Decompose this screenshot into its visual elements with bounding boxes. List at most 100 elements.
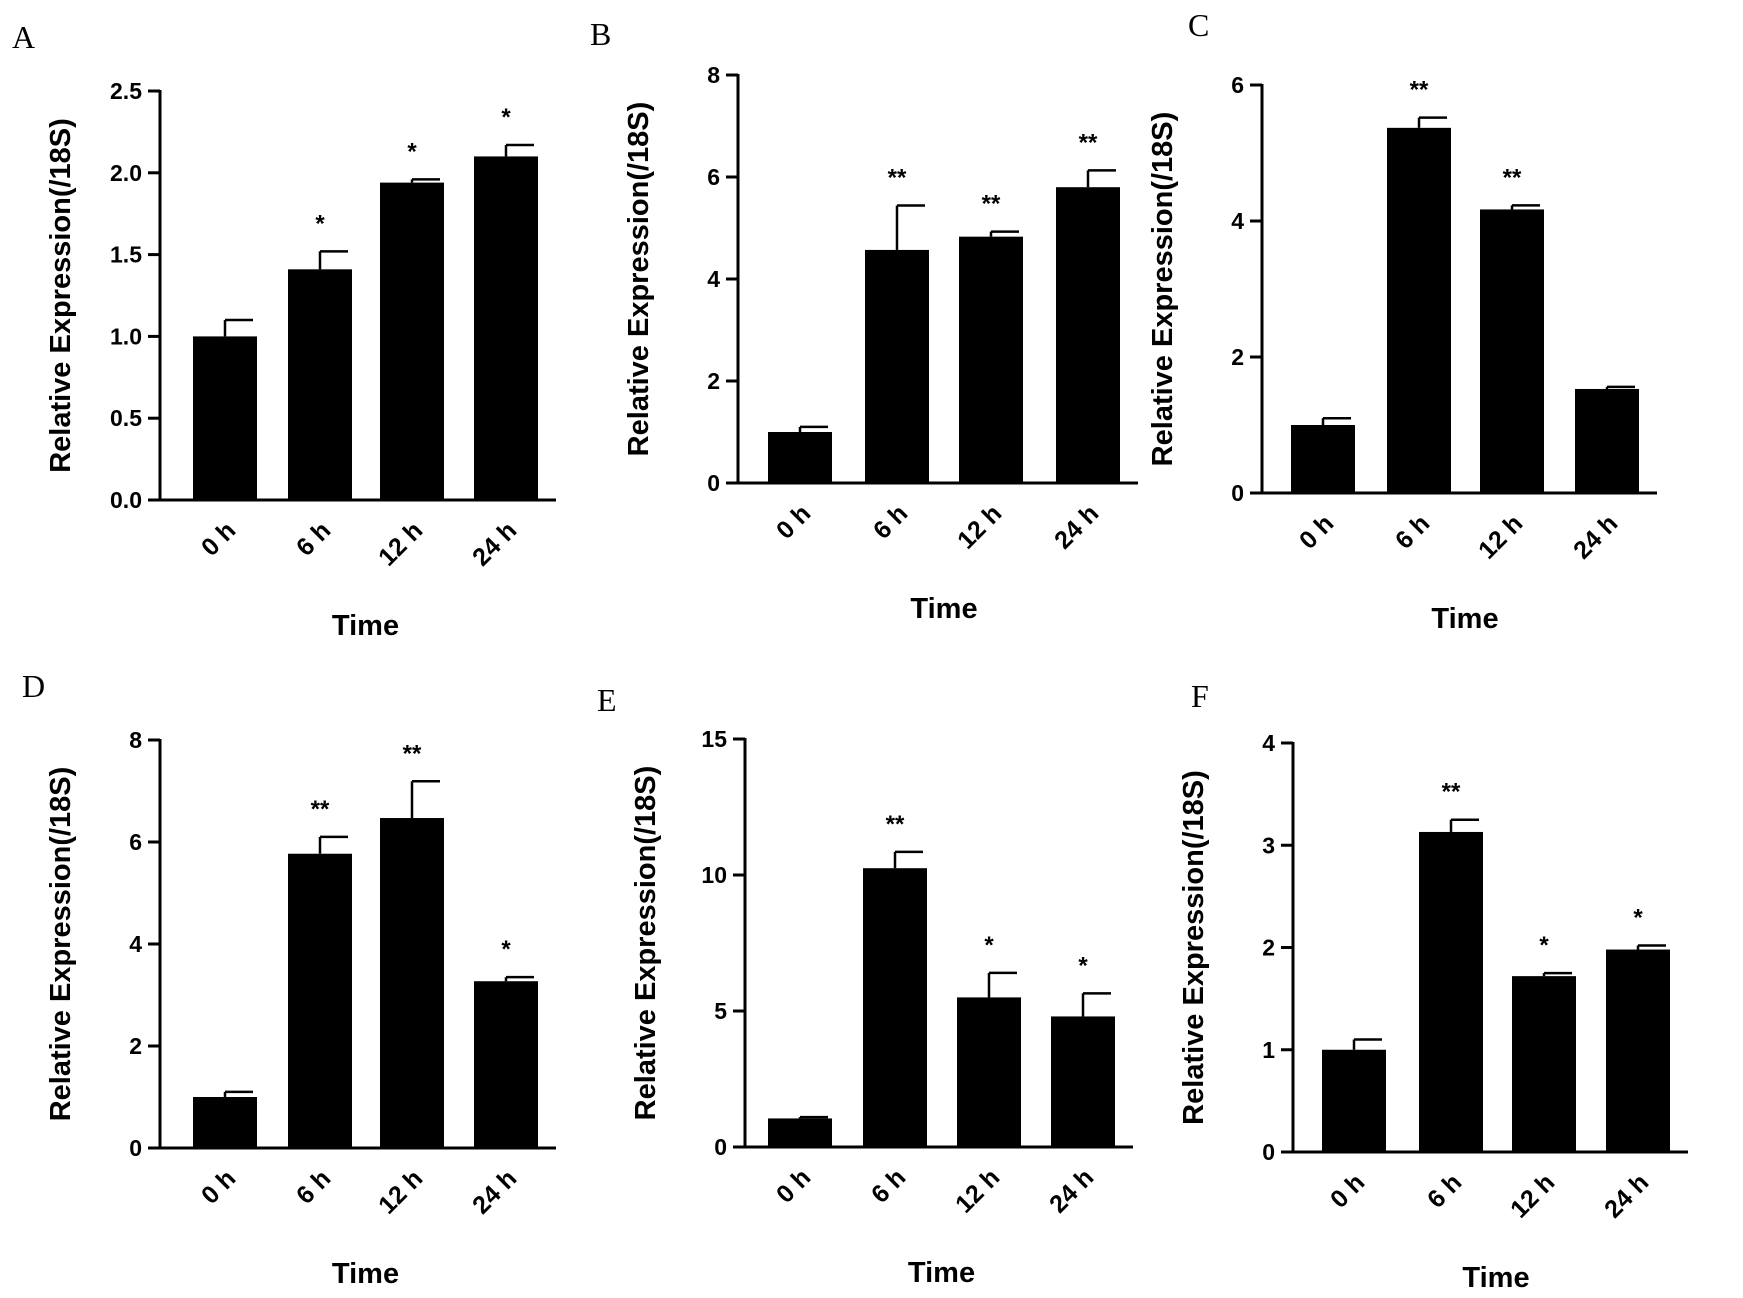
x-axis-label: Time — [332, 1258, 399, 1290]
chart-panel-f: F 0 h ** 6 h * 12 h * 24 h 0 1 2 3 4 Relative Express… — [1178, 678, 1688, 1294]
panel-letter: A — [12, 19, 35, 55]
x-axis-label: Time — [1462, 1262, 1529, 1294]
x-tick-label: 12 h — [952, 499, 1007, 554]
x-tick-label: 12 h — [373, 516, 428, 571]
x-tick-label: 0 h — [1325, 1168, 1370, 1213]
x-tick-label: 24 h — [467, 516, 522, 571]
y-tick-label: 0 — [1262, 1139, 1275, 1165]
y-tick-label: 0.0 — [110, 487, 142, 513]
significance-mark: * — [1633, 904, 1643, 931]
chart-panel-b: B 0 h ** 6 h ** 12 h ** 24 h 0 2 4 6 8 Relative Expre… — [590, 16, 1138, 625]
x-tick-label: 0 h — [1294, 509, 1339, 554]
panel-letter: E — [597, 682, 617, 718]
y-tick-label: 0 — [129, 1135, 142, 1161]
bar — [865, 249, 929, 483]
y-tick-label: 4 — [1262, 730, 1275, 756]
x-tick-label: 12 h — [1473, 509, 1528, 564]
bar — [1512, 976, 1576, 1152]
significance-mark: * — [501, 104, 511, 131]
x-axis-label: Time — [908, 1257, 975, 1289]
x-tick-label: 6 h — [291, 1164, 336, 1209]
y-tick-label: 0.5 — [110, 405, 142, 431]
y-axis-label: Relative Expression(/18S) — [45, 118, 77, 473]
significance-mark: * — [984, 932, 994, 959]
y-tick-label: 2 — [1262, 935, 1275, 961]
bar — [380, 182, 444, 500]
bar — [1575, 388, 1639, 493]
y-tick-label: 0 — [707, 470, 720, 496]
y-tick-label: 1.0 — [110, 323, 142, 349]
y-tick-label: 2 — [707, 368, 720, 394]
chart-panel-c: C 0 h ** 6 h ** 12 h 24 h 0 2 4 6 Relative Expressi… — [1147, 7, 1657, 635]
y-axis-label: Relative Expression(/18S) — [630, 766, 662, 1121]
y-tick-label: 0 — [714, 1134, 727, 1160]
y-tick-label: 3 — [1262, 832, 1275, 858]
x-tick-label: 0 h — [771, 499, 816, 544]
x-tick-label: 12 h — [373, 1164, 428, 1219]
x-axis-label: Time — [332, 610, 399, 642]
significance-mark: ** — [1503, 164, 1522, 191]
x-tick-label: 24 h — [1049, 499, 1104, 554]
y-tick-label: 4 — [707, 266, 720, 292]
bar — [1056, 187, 1120, 483]
y-tick-label: 1.5 — [110, 242, 142, 268]
x-tick-label: 12 h — [950, 1163, 1005, 1218]
bar — [1051, 1016, 1115, 1147]
bar — [863, 868, 927, 1147]
bar — [768, 1118, 832, 1147]
bar — [474, 156, 538, 500]
bar — [1606, 949, 1670, 1152]
x-tick-label: 0 h — [196, 516, 241, 561]
y-tick-label: 10 — [701, 862, 727, 888]
y-tick-label: 6 — [129, 829, 142, 855]
bar — [193, 1097, 257, 1148]
bar — [288, 853, 352, 1148]
chart-panel-a: A 0 h * 6 h * 12 h * 24 h 0.0 0.5 1.0 1.5 2.0 2.5 Rela… — [12, 19, 556, 642]
x-tick-label: 12 h — [1505, 1168, 1560, 1223]
significance-mark: * — [1078, 952, 1088, 979]
y-tick-label: 0 — [1231, 480, 1244, 506]
x-tick-label: 24 h — [1568, 509, 1623, 564]
y-tick-label: 4 — [129, 931, 142, 957]
bar — [288, 269, 352, 500]
y-axis-label: Relative Expression(/18S) — [1147, 112, 1179, 467]
x-tick-label: 24 h — [1044, 1163, 1099, 1218]
significance-mark: * — [315, 210, 325, 237]
panel-letter: B — [590, 16, 611, 52]
y-tick-label: 8 — [129, 727, 142, 753]
y-tick-label: 1 — [1262, 1037, 1275, 1063]
x-tick-label: 0 h — [771, 1163, 816, 1208]
x-axis-label: Time — [1431, 603, 1498, 635]
chart-panel-d: D 0 h ** 6 h ** 12 h * 24 h 0 2 4 6 8 Relative Expres… — [22, 668, 556, 1290]
x-tick-label: 6 h — [291, 516, 336, 561]
y-tick-label: 2 — [1231, 344, 1244, 370]
y-tick-label: 6 — [707, 164, 720, 190]
significance-mark: ** — [1410, 77, 1429, 104]
y-tick-label: 2 — [129, 1033, 142, 1059]
bar — [193, 336, 257, 500]
bar — [768, 432, 832, 483]
significance-mark: * — [407, 138, 417, 165]
x-tick-label: 24 h — [1599, 1168, 1654, 1223]
significance-mark: ** — [886, 811, 905, 838]
significance-mark: ** — [1442, 779, 1461, 806]
panel-letter: F — [1191, 678, 1209, 714]
y-axis-label: Relative Expression(/18S) — [45, 767, 77, 1122]
bar — [959, 236, 1023, 483]
y-tick-label: 8 — [707, 62, 720, 88]
bar — [957, 997, 1021, 1147]
significance-mark: ** — [403, 740, 422, 767]
y-tick-label: 6 — [1231, 72, 1244, 98]
bar — [474, 981, 538, 1148]
x-axis-label: Time — [910, 593, 977, 625]
x-tick-label: 6 h — [866, 1163, 911, 1208]
significance-mark: ** — [888, 165, 907, 192]
significance-mark: * — [501, 936, 511, 963]
y-axis-label: Relative Expression(/18S) — [623, 102, 655, 457]
panel-letter: D — [22, 668, 45, 704]
x-tick-label: 6 h — [1422, 1168, 1467, 1213]
x-tick-label: 6 h — [1390, 509, 1435, 554]
bar — [1322, 1049, 1386, 1152]
